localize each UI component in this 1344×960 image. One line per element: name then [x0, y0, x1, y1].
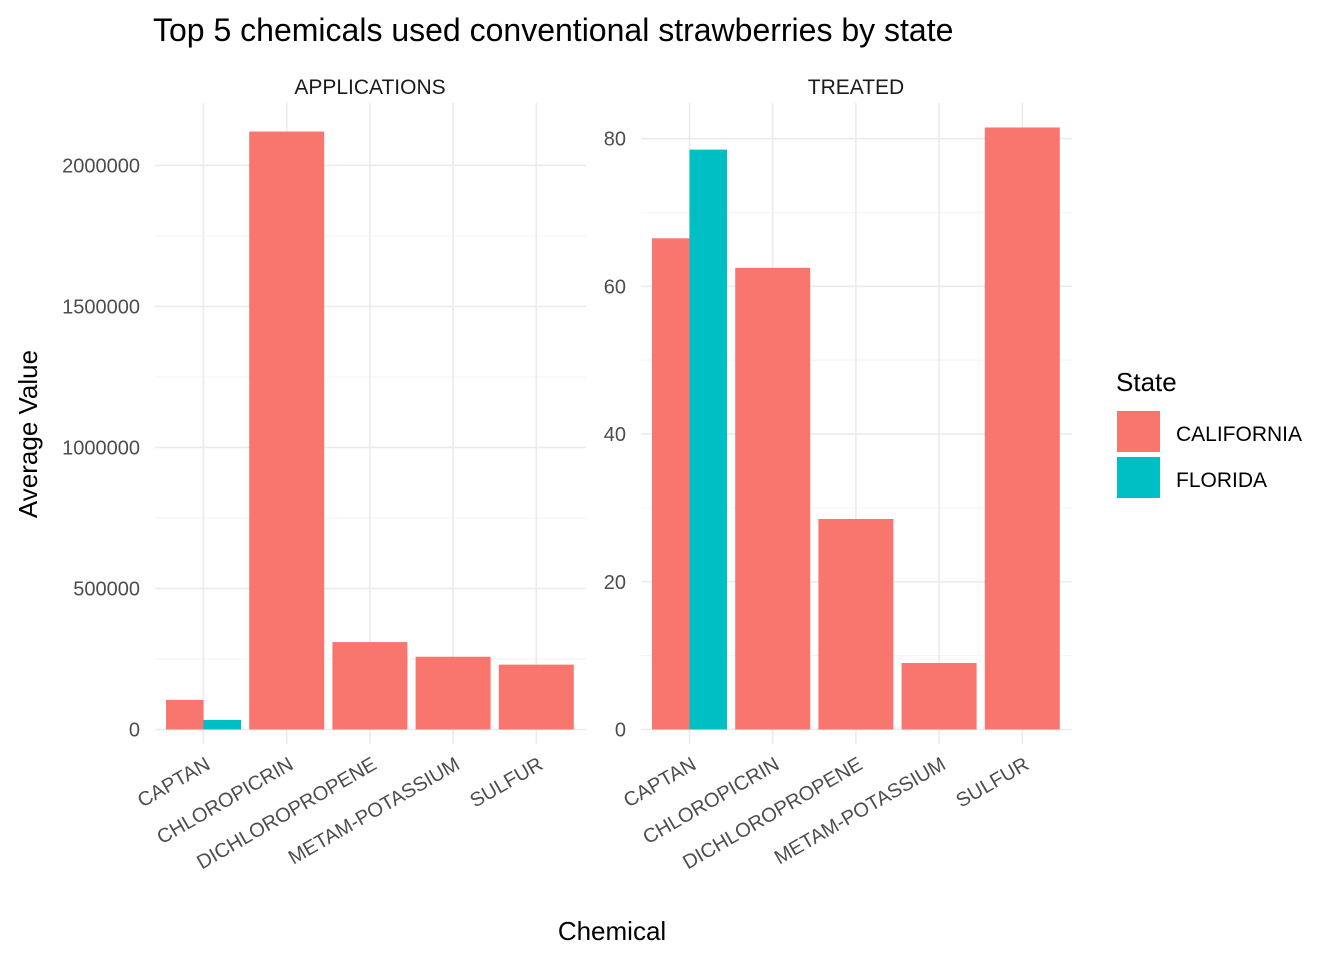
x-tick-label: CHLOROPICRIN: [639, 753, 783, 849]
bar-treated-metam-potassium-california: [901, 663, 977, 730]
y-tick-label: 40: [604, 424, 626, 446]
y-tick-label: 1500000: [62, 296, 140, 318]
legend: State CALIFORNIA FLORIDA: [1116, 367, 1302, 498]
legend-key-california: [1117, 411, 1160, 452]
y-tick-label: 1000000: [62, 437, 140, 459]
x-tick-label: SULFUR: [953, 753, 1033, 812]
bar-applications-sulfur-california: [498, 664, 574, 730]
bar-treated-dichloropropene-california: [818, 518, 894, 730]
x-tick-label: SULFUR: [467, 753, 547, 812]
y-tick-label: 2000000: [62, 155, 140, 177]
panel-applications: 0500000100000015000002000000CAPTANCHLORO…: [62, 103, 586, 874]
bar-applications-captan-florida: [203, 719, 241, 730]
x-tick-label: CHLOROPICRIN: [153, 753, 297, 849]
legend-key-florida: [1117, 457, 1160, 498]
y-tick-label: 80: [604, 129, 626, 151]
chart-title: Top 5 chemicals used conventional strawb…: [153, 12, 953, 48]
x-axis-label: Chemical: [558, 916, 666, 946]
y-tick-label: 500000: [73, 578, 140, 600]
panel-treated: 020406080CAPTANCHLOROPICRINDICHLOROPROPE…: [604, 103, 1072, 874]
bar-applications-metam-potassium-california: [415, 656, 491, 730]
strip-label-applications: APPLICATIONS: [294, 76, 445, 99]
bar-applications-chloropicrin-california: [249, 131, 325, 730]
y-tick-label: 20: [604, 572, 626, 594]
bar-treated-chloropicrin-california: [735, 267, 811, 730]
legend-label-california: CALIFORNIA: [1176, 423, 1302, 446]
legend-label-florida: FLORIDA: [1176, 469, 1267, 492]
bar-applications-captan-california: [166, 699, 204, 730]
bar-treated-captan-california: [652, 238, 690, 730]
bar-applications-dichloropropene-california: [332, 642, 408, 730]
bar-treated-sulfur-california: [984, 127, 1060, 730]
y-tick-label: 0: [129, 720, 140, 742]
bar-treated-captan-florida: [689, 149, 727, 730]
y-tick-label: 0: [615, 720, 626, 742]
legend-title: State: [1116, 367, 1177, 397]
y-tick-label: 60: [604, 276, 626, 298]
strip-label-treated: TREATED: [808, 76, 904, 99]
y-axis-label: Average Value: [13, 350, 43, 518]
